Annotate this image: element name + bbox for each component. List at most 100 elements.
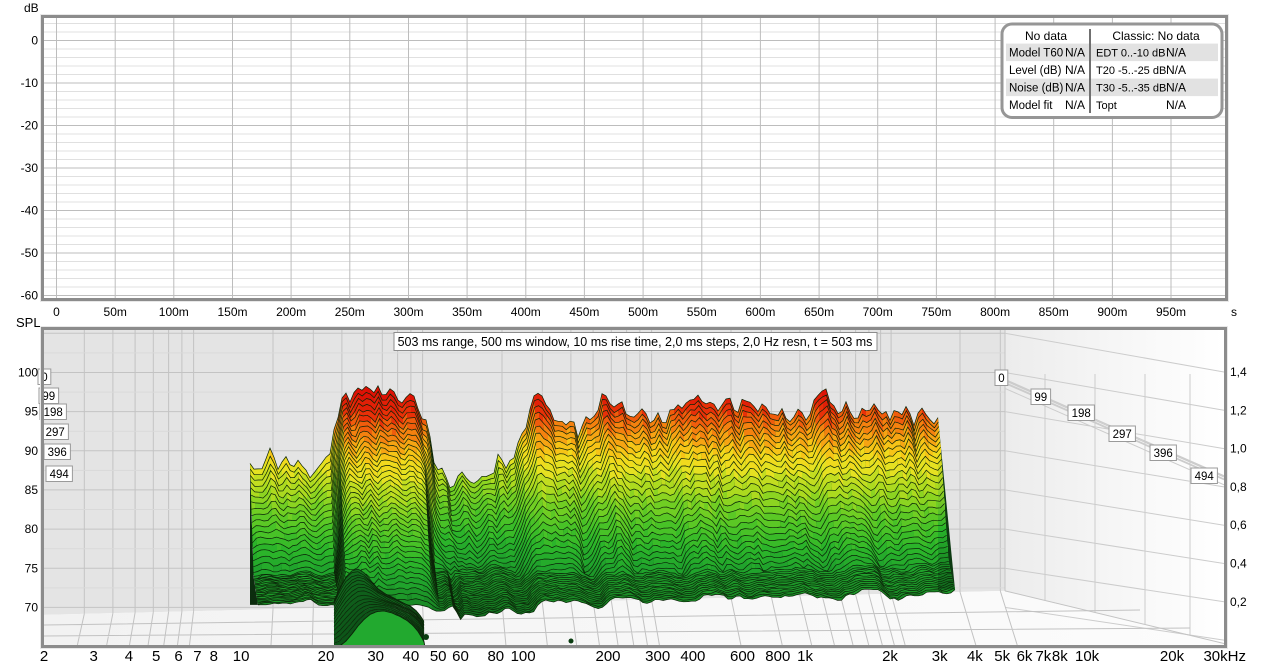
svg-text:Model fit: Model fit <box>1009 100 1053 112</box>
svg-text:99: 99 <box>1034 392 1047 404</box>
svg-text:80: 80 <box>487 648 504 665</box>
svg-text:200: 200 <box>595 648 620 665</box>
svg-text:0,2: 0,2 <box>1230 595 1247 609</box>
svg-text:Classic: No data: Classic: No data <box>1112 29 1200 43</box>
svg-text:dB: dB <box>24 1 39 15</box>
svg-text:95: 95 <box>25 405 39 419</box>
svg-text:0,8: 0,8 <box>1230 480 1247 494</box>
svg-text:2k: 2k <box>882 648 898 665</box>
svg-text:494: 494 <box>50 469 70 481</box>
svg-text:400: 400 <box>680 648 705 665</box>
svg-text:300m: 300m <box>393 305 423 319</box>
svg-text:4: 4 <box>125 648 133 665</box>
svg-text:0: 0 <box>53 305 60 319</box>
svg-text:550m: 550m <box>687 305 717 319</box>
svg-text:8: 8 <box>210 648 218 665</box>
svg-text:N/A: N/A <box>1065 46 1085 60</box>
svg-text:50m: 50m <box>104 305 127 319</box>
svg-text:450m: 450m <box>569 305 599 319</box>
svg-text:0,4: 0,4 <box>1230 557 1247 571</box>
svg-text:90: 90 <box>25 444 39 458</box>
svg-text:3: 3 <box>90 648 98 665</box>
svg-text:5: 5 <box>152 648 160 665</box>
svg-text:396: 396 <box>48 447 67 459</box>
svg-text:0: 0 <box>31 34 38 48</box>
svg-text:4k: 4k <box>967 648 983 665</box>
svg-text:1k: 1k <box>797 648 813 665</box>
svg-text:396: 396 <box>1154 448 1173 460</box>
svg-text:6: 6 <box>174 648 182 665</box>
svg-text:250m: 250m <box>335 305 365 319</box>
svg-text:400m: 400m <box>511 305 541 319</box>
svg-text:850m: 850m <box>1039 305 1069 319</box>
svg-text:Topt: Topt <box>1096 100 1117 112</box>
svg-text:750m: 750m <box>921 305 951 319</box>
svg-text:No data: No data <box>1025 29 1067 43</box>
svg-text:80: 80 <box>25 522 39 536</box>
svg-text:1,2: 1,2 <box>1230 403 1247 417</box>
svg-text:60: 60 <box>452 648 469 665</box>
svg-text:75: 75 <box>25 561 39 575</box>
svg-text:10k: 10k <box>1075 648 1100 665</box>
svg-text:85: 85 <box>25 483 39 497</box>
svg-text:7: 7 <box>193 648 201 665</box>
svg-text:Model T60: Model T60 <box>1009 48 1063 60</box>
svg-text:-60: -60 <box>21 289 39 303</box>
svg-text:100: 100 <box>18 366 38 380</box>
svg-text:EDT 0..-10 dB: EDT 0..-10 dB <box>1096 48 1166 60</box>
svg-text:N/A: N/A <box>1166 46 1186 60</box>
svg-text:600m: 600m <box>745 305 775 319</box>
svg-text:40: 40 <box>403 648 420 665</box>
svg-text:N/A: N/A <box>1065 63 1085 77</box>
svg-text:N/A: N/A <box>1166 63 1186 77</box>
svg-text:-30: -30 <box>21 161 39 175</box>
svg-text:s: s <box>1231 305 1237 319</box>
svg-text:T20 -5..-25 dB: T20 -5..-25 dB <box>1096 65 1166 77</box>
svg-text:50: 50 <box>430 648 447 665</box>
svg-text:N/A: N/A <box>1166 81 1186 95</box>
svg-text:900m: 900m <box>1097 305 1127 319</box>
svg-text:30: 30 <box>367 648 384 665</box>
svg-text:-10: -10 <box>21 76 39 90</box>
svg-text:198: 198 <box>1072 408 1091 420</box>
svg-text:198: 198 <box>44 407 63 419</box>
svg-text:7k: 7k <box>1035 648 1051 665</box>
svg-text:350m: 350m <box>452 305 482 319</box>
svg-text:99: 99 <box>42 391 55 403</box>
svg-text:N/A: N/A <box>1166 98 1186 112</box>
svg-text:T30 -5..-35 dB: T30 -5..-35 dB <box>1096 83 1166 95</box>
svg-text:950m: 950m <box>1156 305 1186 319</box>
svg-text:1,0: 1,0 <box>1230 442 1247 456</box>
svg-text:2: 2 <box>40 648 48 665</box>
svg-text:Level (dB): Level (dB) <box>1009 65 1062 77</box>
svg-text:8k: 8k <box>1052 648 1068 665</box>
svg-text:0,6: 0,6 <box>1230 518 1247 532</box>
svg-text:100: 100 <box>511 648 536 665</box>
svg-text:5k: 5k <box>994 648 1010 665</box>
svg-text:N/A: N/A <box>1065 98 1085 112</box>
svg-text:494: 494 <box>1195 471 1215 483</box>
svg-text:6k: 6k <box>1017 648 1033 665</box>
svg-text:1,4: 1,4 <box>1230 365 1247 379</box>
svg-text:70: 70 <box>25 601 39 615</box>
svg-text:100m: 100m <box>159 305 189 319</box>
svg-text:3k: 3k <box>932 648 948 665</box>
svg-text:30kHz: 30kHz <box>1203 648 1246 665</box>
svg-text:700m: 700m <box>863 305 893 319</box>
svg-text:SPL: SPL <box>16 315 41 330</box>
svg-text:600: 600 <box>730 648 755 665</box>
svg-text:500m: 500m <box>628 305 658 319</box>
svg-text:297: 297 <box>1113 429 1132 441</box>
svg-text:300: 300 <box>645 648 670 665</box>
svg-text:-20: -20 <box>21 119 39 133</box>
svg-text:20: 20 <box>318 648 335 665</box>
svg-text:150m: 150m <box>217 305 247 319</box>
svg-text:0: 0 <box>41 372 47 384</box>
svg-text:650m: 650m <box>804 305 834 319</box>
svg-text:297: 297 <box>46 427 65 439</box>
svg-text:-40: -40 <box>21 204 39 218</box>
svg-text:200m: 200m <box>276 305 306 319</box>
svg-text:503 ms range, 500 ms window, 1: 503 ms range, 500 ms window, 10 ms rise … <box>398 335 873 349</box>
svg-text:800m: 800m <box>980 305 1010 319</box>
svg-text:0: 0 <box>998 373 1004 385</box>
